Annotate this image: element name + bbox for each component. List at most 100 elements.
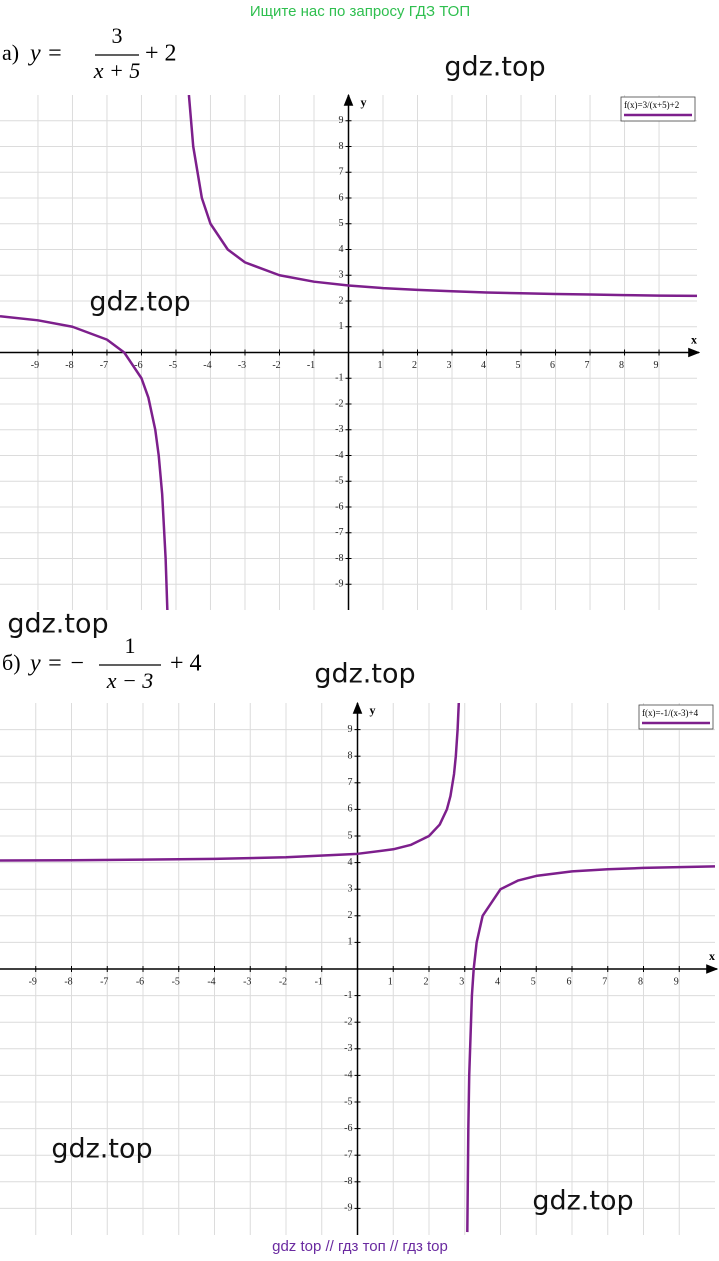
x-tick-label: 7 xyxy=(585,360,590,371)
watermark: gdz.top xyxy=(532,1186,633,1217)
x-tick-label: 6 xyxy=(567,976,572,987)
legend-label: f(x)=-1/(x-3)+4 xyxy=(642,708,699,718)
curve xyxy=(0,95,697,610)
y-tick-label: -2 xyxy=(335,398,343,409)
y-tick-label: 4 xyxy=(339,244,344,255)
header: Ищите нас по запросу ГДЗ ТОП xyxy=(250,3,470,20)
formula-denominator: x + 5 xyxy=(93,58,141,83)
x-tick-label: 3 xyxy=(447,360,452,371)
y-tick-label: -6 xyxy=(344,1123,352,1134)
legend-box xyxy=(620,96,696,122)
y-tick-label: -7 xyxy=(344,1149,352,1160)
y-tick-label: -1 xyxy=(335,373,343,384)
x-tick-label: -1 xyxy=(315,976,323,987)
x-axis-label: x xyxy=(691,332,697,346)
y-tick-label: 3 xyxy=(348,883,353,894)
x-tick-label: 1 xyxy=(378,360,383,371)
watermark: gdz.top xyxy=(51,1134,152,1165)
x-tick-label: -5 xyxy=(172,976,180,987)
x-tick-label: -9 xyxy=(31,360,39,371)
y-tick-label: -6 xyxy=(335,501,343,512)
x-tick-label: 5 xyxy=(531,976,536,987)
y-tick-label: 7 xyxy=(348,777,353,788)
x-tick-label: 6 xyxy=(550,360,555,371)
formula-suffix: + 2 xyxy=(145,41,177,67)
x-tick-label: -3 xyxy=(243,976,251,987)
y-tick-label: 2 xyxy=(339,295,344,306)
chart-label: а) xyxy=(2,40,19,65)
y-tick-label: 4 xyxy=(348,857,353,868)
y-tick-label: 1 xyxy=(339,321,344,332)
watermark: gdz.top xyxy=(7,609,108,640)
x-tick-label: -2 xyxy=(279,976,287,987)
x-tick-label: 9 xyxy=(654,360,659,371)
y-tick-label: -4 xyxy=(344,1070,352,1081)
y-tick-label: 5 xyxy=(339,218,344,229)
x-tick-label: 9 xyxy=(674,976,679,987)
y-tick-label: -9 xyxy=(344,1203,352,1214)
y-tick-label: -9 xyxy=(335,579,343,590)
y-tick-label: 7 xyxy=(339,167,344,178)
formula-numerator: 3 xyxy=(112,23,123,48)
x-tick-label: -5 xyxy=(169,360,177,371)
x-tick-label: 4 xyxy=(481,360,486,371)
x-tick-label: -6 xyxy=(134,360,142,371)
watermark: gdz.top xyxy=(444,52,545,83)
x-tick-label: -2 xyxy=(272,360,280,371)
x-tick-label: -1 xyxy=(307,360,315,371)
x-tick-label: 5 xyxy=(516,360,521,371)
legend-label: f(x)=3/(x+5)+2 xyxy=(624,100,679,110)
formula-numerator: 1 xyxy=(125,633,136,658)
x-tick-label: 8 xyxy=(638,976,643,987)
y-tick-label: 8 xyxy=(348,750,353,761)
chart-label: б) xyxy=(2,650,21,675)
y-tick-label: 2 xyxy=(348,910,353,921)
y-axis-label: y xyxy=(370,703,376,717)
y-tick-label: -4 xyxy=(335,450,343,461)
y-tick-label: 1 xyxy=(348,937,353,948)
x-tick-label: -4 xyxy=(203,360,211,371)
y-tick-label: 8 xyxy=(339,141,344,152)
x-tick-label: -9 xyxy=(29,976,37,987)
y-tick-label: -7 xyxy=(335,527,343,538)
y-tick-label: 9 xyxy=(348,724,353,735)
y-tick-label: -3 xyxy=(344,1043,352,1054)
formula-suffix: + 4 xyxy=(170,651,202,677)
formula-prefix: y = − xyxy=(28,651,85,677)
x-tick-label: -4 xyxy=(207,976,215,987)
x-tick-label: 4 xyxy=(495,976,500,987)
x-tick-label: 2 xyxy=(424,976,429,987)
watermark: gdz.top xyxy=(314,659,415,690)
footer: gdz top // гдз топ // гдз top xyxy=(272,1238,448,1255)
y-tick-label: -8 xyxy=(335,553,343,564)
x-tick-label: 8 xyxy=(619,360,624,371)
watermark: gdz.top xyxy=(89,287,190,318)
x-tick-label: -7 xyxy=(100,976,108,987)
x-tick-label: -6 xyxy=(136,976,144,987)
curve xyxy=(0,703,715,1233)
x-axis-label: x xyxy=(709,949,715,963)
y-tick-label: 3 xyxy=(339,270,344,281)
legend-box xyxy=(638,704,714,730)
x-tick-label: 7 xyxy=(602,976,607,987)
y-tick-label: -5 xyxy=(335,476,343,487)
y-tick-label: -2 xyxy=(344,1016,352,1027)
x-tick-label: -3 xyxy=(238,360,246,371)
y-tick-label: -5 xyxy=(344,1096,352,1107)
x-tick-label: -8 xyxy=(64,976,72,987)
y-tick-label: -8 xyxy=(344,1176,352,1187)
y-tick-label: 5 xyxy=(348,830,353,841)
x-tick-label: 1 xyxy=(388,976,393,987)
formula-denominator: x − 3 xyxy=(106,668,154,693)
y-axis-label: y xyxy=(361,95,367,109)
y-tick-label: 6 xyxy=(348,804,353,815)
x-tick-label: 3 xyxy=(459,976,464,987)
y-tick-label: 6 xyxy=(339,192,344,203)
y-tick-label: -1 xyxy=(344,990,352,1001)
y-tick-label: -3 xyxy=(335,424,343,435)
x-tick-label: -8 xyxy=(65,360,73,371)
y-tick-label: 9 xyxy=(339,115,344,126)
x-tick-label: 2 xyxy=(412,360,417,371)
formula-prefix: y = xyxy=(28,41,63,67)
